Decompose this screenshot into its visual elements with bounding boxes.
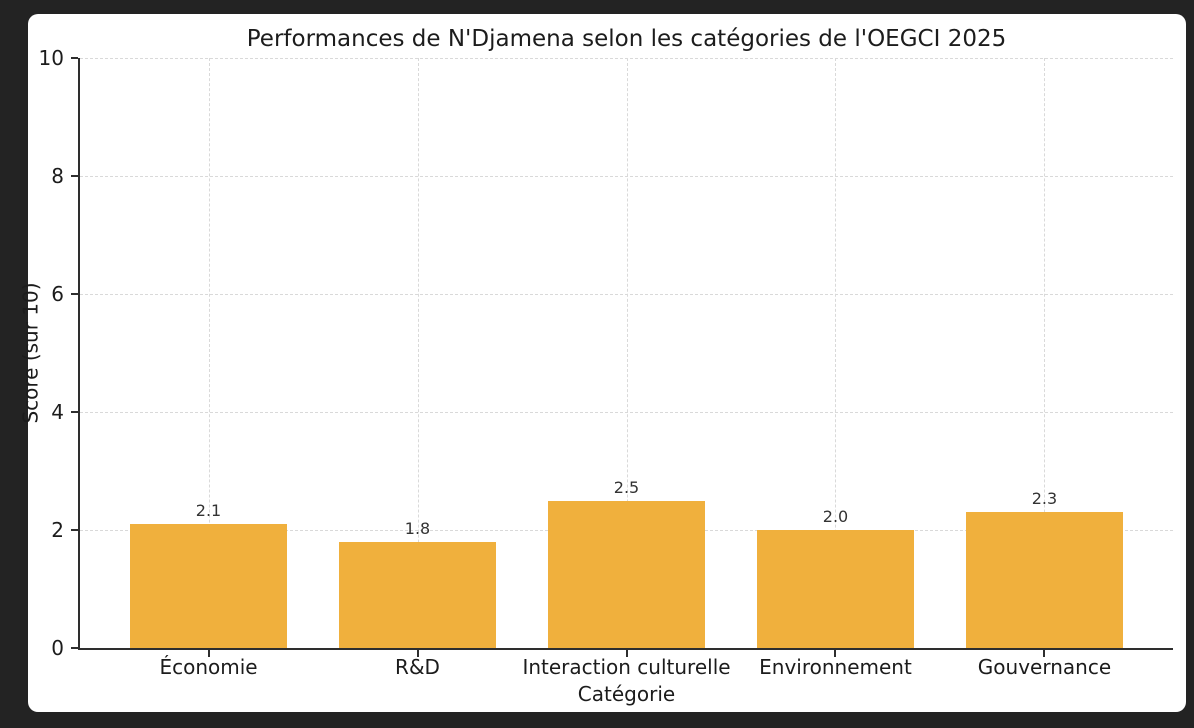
v-gridline	[1044, 58, 1046, 648]
y-tick-mark	[71, 411, 78, 413]
v-gridline	[417, 58, 419, 648]
x-tick-mark	[207, 650, 210, 657]
bar-value-label: 2.5	[613, 477, 640, 497]
x-axis-label: Catégorie	[577, 682, 676, 706]
bar	[966, 512, 1123, 648]
x-tick-mark	[625, 650, 628, 657]
plot-area: Score (sur 10) Catégorie 0 2 4 6 8 10 2.1 Écono…	[19, 46, 1173, 706]
y-tick-mark	[71, 57, 78, 59]
chart-title: Performances de N'Djamena selon les caté…	[246, 26, 1007, 52]
y-tick-label: 4	[51, 400, 64, 424]
x-tick-mark	[1043, 650, 1046, 657]
v-gridline	[626, 58, 628, 648]
y-tick-mark	[71, 529, 78, 531]
y-tick-label: 10	[38, 46, 64, 70]
bar-value-label: 2.1	[195, 501, 222, 521]
y-tick-mark	[71, 175, 78, 177]
y-tick-label: 2	[51, 518, 64, 542]
x-tick-label: Environnement	[759, 655, 912, 679]
x-tick-label: Économie	[159, 655, 258, 679]
y-tick-label: 8	[51, 164, 64, 188]
x-tick-label: R&D	[395, 655, 440, 679]
figure-panel: Performances de N'Djamena selon les caté…	[19, 14, 1186, 712]
bar	[548, 500, 705, 648]
x-axis-spine	[78, 648, 1173, 650]
bar-value-label: 1.8	[404, 518, 431, 538]
x-tick-label: Interaction culturelle	[522, 655, 731, 679]
y-axis-label-box: Score (sur 10)	[18, 58, 44, 648]
bar	[339, 541, 496, 648]
bar	[130, 524, 287, 648]
y-tick-mark	[71, 647, 78, 649]
y-tick-label: 6	[51, 282, 64, 306]
x-tick-mark	[416, 650, 419, 657]
y-tick-label: 0	[51, 636, 64, 660]
bar-value-label: 2.0	[822, 507, 849, 526]
y-axis-spine	[78, 58, 80, 650]
x-tick-mark	[834, 650, 837, 657]
v-gridline	[835, 58, 837, 648]
bar	[757, 530, 914, 648]
v-gridline	[208, 58, 210, 648]
bar-value-label: 2.3	[1031, 489, 1058, 509]
x-tick-label: Gouvernance	[977, 655, 1112, 679]
y-tick-mark	[71, 293, 78, 295]
y-axis-label: Score (sur 10)	[19, 282, 44, 424]
